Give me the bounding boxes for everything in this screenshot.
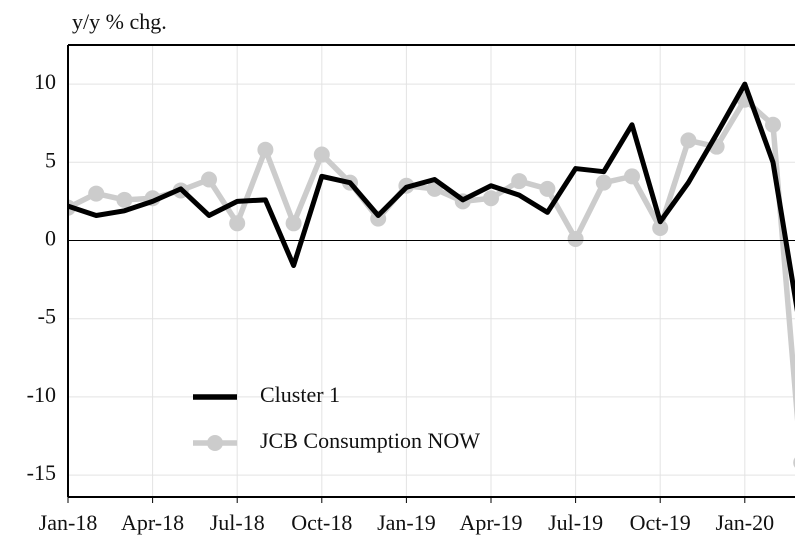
series-marker xyxy=(595,174,612,191)
series-marker xyxy=(539,180,556,197)
x-tick-label: Jul-19 xyxy=(548,510,603,535)
series-marker xyxy=(313,146,330,163)
y-tick-label: -15 xyxy=(27,460,56,485)
x-tick-label: Jul-18 xyxy=(210,510,265,535)
series-marker xyxy=(116,191,133,208)
series-marker xyxy=(511,173,528,190)
chart-title: y/y % chg. xyxy=(72,9,167,34)
x-tick-label: Oct-19 xyxy=(630,510,691,535)
series-marker xyxy=(624,168,640,185)
series-line xyxy=(68,96,795,422)
series-marker xyxy=(285,215,302,232)
x-tick-label: Jan-20 xyxy=(715,510,774,535)
series-line xyxy=(68,81,795,312)
series-marker xyxy=(257,141,274,158)
series-marker xyxy=(229,215,246,232)
series-marker xyxy=(201,171,217,188)
series-marker xyxy=(652,219,669,236)
legend-label: Cluster 1 xyxy=(260,382,340,407)
series-marker xyxy=(88,185,105,202)
y-tick-label: 5 xyxy=(45,147,56,172)
grid xyxy=(67,45,795,497)
x-tick-label: Apr-18 xyxy=(121,510,184,535)
x-tick-label: Jan-18 xyxy=(39,510,98,535)
x-tick-label: Jan-19 xyxy=(377,510,436,535)
series-marker xyxy=(680,132,697,149)
legend-label: JCB Consumption NOW xyxy=(260,428,480,453)
series-marker xyxy=(567,230,584,247)
series-marker xyxy=(765,116,781,133)
series-layer xyxy=(68,81,795,468)
y-tick-label: 10 xyxy=(34,69,56,94)
x-tick-label: Oct-18 xyxy=(291,510,352,535)
y-tick-label: -10 xyxy=(27,382,56,407)
series-marker xyxy=(483,190,499,207)
legend-marker xyxy=(207,435,223,451)
y-tick-label: -5 xyxy=(38,304,56,329)
y-tick-label: 0 xyxy=(45,226,56,251)
x-tick-label: Apr-19 xyxy=(459,510,522,535)
